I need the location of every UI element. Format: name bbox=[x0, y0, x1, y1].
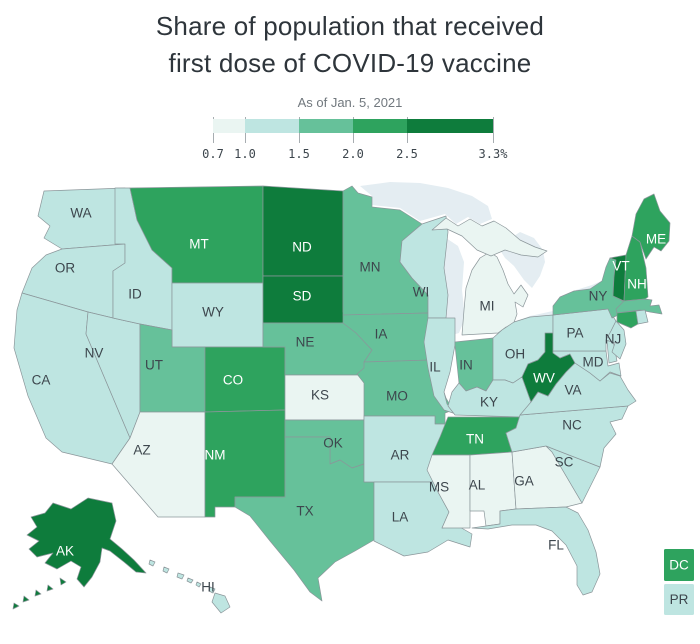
great-lake-0 bbox=[360, 182, 492, 224]
state-fl[interactable] bbox=[471, 506, 601, 596]
legend-tick-5 bbox=[493, 117, 494, 143]
state-ak-part3[interactable] bbox=[34, 589, 42, 597]
state-hi-part5[interactable] bbox=[208, 586, 216, 594]
state-label-ks: KS bbox=[311, 388, 329, 403]
state-hi-part1[interactable] bbox=[162, 566, 170, 574]
state-label-ut: UT bbox=[145, 358, 163, 373]
subtitle: As of Jan. 5, 2021 bbox=[297, 95, 403, 110]
state-label-pr: PR bbox=[670, 592, 689, 607]
state-label-mo: MO bbox=[386, 389, 408, 404]
state-box-pr[interactable] bbox=[664, 584, 694, 615]
state-label-wy: WY bbox=[202, 305, 224, 320]
state-mi-part1[interactable] bbox=[431, 217, 548, 258]
state-label-ga: GA bbox=[514, 474, 534, 489]
state-label-sd: SD bbox=[293, 289, 312, 304]
state-label-pa: PA bbox=[566, 326, 583, 341]
state-label-ok: OK bbox=[323, 436, 343, 451]
state-label-il: IL bbox=[429, 360, 441, 375]
page-title: Share of population that received first … bbox=[0, 8, 700, 82]
legend-tick-label-3: 2.0 bbox=[342, 147, 364, 161]
state-label-ca: CA bbox=[32, 373, 51, 388]
legend-segment-3 bbox=[299, 119, 353, 133]
state-label-nj: NJ bbox=[605, 332, 622, 347]
state-me[interactable] bbox=[631, 193, 671, 260]
state-label-wi: WI bbox=[413, 285, 430, 300]
state-label-ar: AR bbox=[391, 448, 410, 463]
state-ak-part2[interactable] bbox=[46, 584, 54, 592]
state-wi[interactable] bbox=[399, 215, 449, 319]
state-ak[interactable] bbox=[26, 497, 147, 588]
title-line-1: Share of population that received bbox=[155, 11, 545, 41]
legend-tick-label-2: 1.5 bbox=[288, 147, 310, 161]
state-nc[interactable] bbox=[505, 405, 629, 468]
state-label-ny: NY bbox=[589, 289, 608, 304]
state-ak-part5[interactable] bbox=[12, 602, 20, 610]
state-label-mi: MI bbox=[480, 299, 495, 314]
state-label-wv: WV bbox=[533, 371, 555, 386]
state-label-va: VA bbox=[564, 383, 581, 398]
state-label-oh: OH bbox=[505, 347, 525, 362]
state-md[interactable] bbox=[552, 350, 622, 382]
state-ak-part4[interactable] bbox=[22, 595, 30, 603]
state-nj[interactable] bbox=[605, 320, 627, 360]
state-label-in: IN bbox=[459, 358, 473, 373]
state-label-tx: TX bbox=[296, 504, 313, 519]
state-hi-part6[interactable] bbox=[211, 592, 231, 614]
us-choropleth-map: WA OR CA NV ID MT WY UT CO AZ NM ND SD NE KS OK TX MN IA MO… bbox=[12, 182, 694, 615]
state-hi-part3[interactable] bbox=[186, 577, 194, 584]
legend-segment-5 bbox=[407, 119, 493, 133]
state-label-wa: WA bbox=[70, 206, 91, 221]
state-label-me: ME bbox=[646, 232, 666, 247]
state-tx[interactable] bbox=[234, 436, 375, 602]
state-label-nd: ND bbox=[292, 240, 312, 255]
state-box-dc[interactable] bbox=[664, 549, 694, 581]
state-label-ky: KY bbox=[480, 395, 498, 410]
state-label-la: LA bbox=[392, 510, 409, 525]
state-label-vt: VT bbox=[612, 259, 629, 274]
legend-tick-label-4: 2.5 bbox=[396, 147, 418, 161]
state-label-md: MD bbox=[583, 355, 604, 370]
legend-tick-label-5: 3.3% bbox=[478, 147, 508, 161]
legend-segment-1 bbox=[213, 119, 245, 133]
state-label-or: OR bbox=[55, 261, 76, 276]
state-hi-part4[interactable] bbox=[195, 581, 202, 588]
state-ak-part1[interactable] bbox=[59, 577, 67, 586]
great-lake-1 bbox=[443, 238, 465, 335]
state-co[interactable] bbox=[204, 346, 286, 413]
state-ma[interactable] bbox=[615, 298, 663, 315]
state-label-ms: MS bbox=[429, 480, 449, 495]
legend-tick-label-0: 0.7 bbox=[202, 147, 224, 161]
state-label-ak: AK bbox=[56, 544, 74, 559]
state-label-mn: MN bbox=[360, 260, 381, 275]
state-label-id: ID bbox=[128, 287, 142, 302]
legend-segment-2 bbox=[245, 119, 299, 133]
state-label-az: AZ bbox=[133, 443, 150, 458]
state-ri[interactable] bbox=[635, 309, 649, 325]
state-label-ne: NE bbox=[296, 335, 315, 350]
title-line-2: first dose of COVID-19 vaccine bbox=[168, 48, 532, 78]
state-ct[interactable] bbox=[616, 310, 639, 329]
legend-color-scale bbox=[213, 119, 493, 133]
state-hi[interactable] bbox=[148, 559, 156, 567]
state-label-hi: HI bbox=[201, 580, 215, 595]
state-label-mt: MT bbox=[189, 237, 209, 252]
state-ky[interactable] bbox=[447, 376, 532, 418]
state-label-al: AL bbox=[469, 478, 486, 493]
state-label-tn: TN bbox=[466, 432, 484, 447]
legend-segment-4 bbox=[353, 119, 407, 133]
state-hi-part2[interactable] bbox=[176, 572, 185, 580]
state-label-nm: NM bbox=[205, 448, 226, 463]
state-label-fl: FL bbox=[548, 538, 564, 553]
state-label-nv: NV bbox=[85, 346, 104, 361]
state-label-co: CO bbox=[223, 373, 243, 388]
state-label-nh: NH bbox=[627, 277, 647, 292]
state-label-sc: SC bbox=[555, 455, 574, 470]
state-label-ia: IA bbox=[375, 327, 388, 342]
state-label-dc: DC bbox=[669, 558, 689, 573]
legend-tick-label-1: 1.0 bbox=[234, 147, 256, 161]
state-nd[interactable] bbox=[262, 185, 344, 277]
state-label-nc: NC bbox=[562, 418, 582, 433]
